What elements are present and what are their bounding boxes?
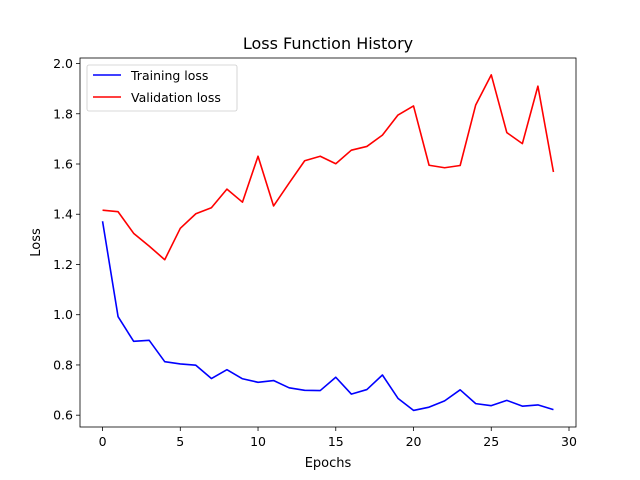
x-tick-label: 10 [250, 434, 266, 449]
x-axis-ticks: 0 5 10 15 20 25 30 [99, 427, 577, 449]
series-line-validation-loss [102, 74, 555, 261]
y-tick-label: 2.0 [53, 56, 73, 71]
y-tick-label: 0.6 [53, 408, 73, 423]
x-tick-label: 20 [406, 434, 422, 449]
legend-label-training: Training loss [130, 68, 208, 83]
y-axis-ticks: 0.6 0.8 1.0 1.2 1.4 1.6 1.8 2.0 [53, 56, 80, 423]
plot-area [80, 58, 576, 427]
y-tick-label: 1.4 [53, 207, 73, 222]
x-tick-label: 15 [328, 434, 344, 449]
y-tick-label: 1.8 [53, 106, 73, 121]
series-line-training-loss [101, 221, 554, 412]
x-axis-label: Epochs [305, 456, 352, 471]
x-tick-label: 5 [176, 434, 184, 449]
y-axis-label: Loss [29, 228, 44, 257]
x-tick-label: 25 [483, 434, 499, 449]
legend: Training loss Validation loss [86, 64, 238, 112]
y-tick-label: 1.6 [53, 157, 73, 172]
y-tick-label: 1.0 [53, 307, 73, 322]
chart-title: Loss Function History [243, 34, 413, 53]
legend-label-validation: Validation loss [131, 90, 221, 105]
y-tick-label: 1.2 [53, 257, 73, 272]
series-layer [101, 74, 555, 412]
plot-frame [79, 57, 577, 428]
x-tick-label: 0 [99, 434, 107, 449]
y-tick-label: 0.8 [53, 357, 73, 372]
x-tick-label: 30 [561, 434, 577, 449]
legend-box [86, 64, 238, 112]
